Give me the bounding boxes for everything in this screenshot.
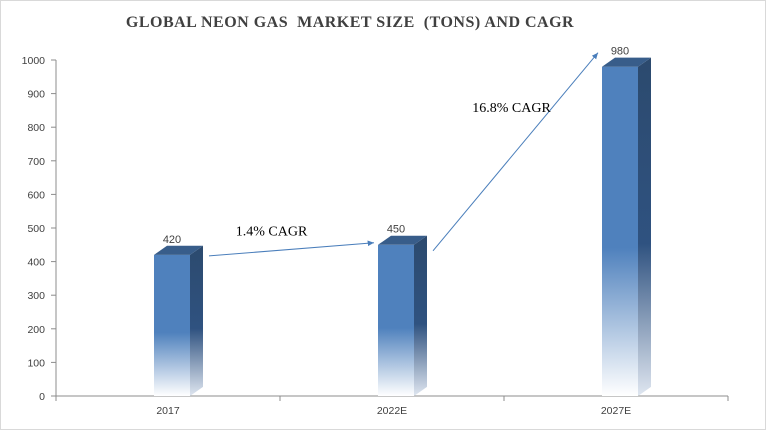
y-tick-label: 700	[27, 156, 45, 168]
bar-side	[414, 235, 427, 396]
x-tick-label: 2027E	[601, 405, 631, 417]
x-tick-label: 2022E	[377, 405, 407, 417]
bar-side	[638, 57, 651, 397]
y-tick-label: 400	[27, 257, 45, 269]
y-tick-label: 0	[39, 391, 45, 403]
data-label: 980	[611, 46, 629, 58]
x-tick-label: 2017	[156, 405, 180, 417]
bar-side	[190, 245, 203, 396]
y-tick-label: 900	[27, 89, 45, 101]
bar	[602, 66, 638, 396]
y-tick-label: 200	[27, 324, 45, 336]
y-tick-label: 100	[27, 357, 45, 369]
data-label: 420	[163, 234, 181, 246]
bar	[154, 254, 190, 396]
y-tick-label: 600	[27, 189, 45, 201]
cagr-arrow	[432, 52, 599, 252]
bar-top	[378, 235, 427, 245]
y-tick-label: 1000	[22, 55, 46, 67]
chart-title: GLOBAL NEON GAS MARKET SIZE (TONS) AND C…	[125, 14, 575, 31]
y-tick-label: 500	[27, 223, 45, 235]
bar-top	[602, 57, 651, 67]
cagr-arrow	[208, 240, 375, 257]
bar	[378, 244, 414, 396]
cagr-label: 1.4% CAGR	[236, 224, 308, 239]
y-tick-label: 800	[27, 122, 45, 134]
data-label: 450	[387, 224, 405, 236]
cagr-label: 16.8% CAGR	[472, 101, 551, 116]
bar-top	[154, 245, 203, 255]
y-tick-label: 300	[27, 290, 45, 302]
